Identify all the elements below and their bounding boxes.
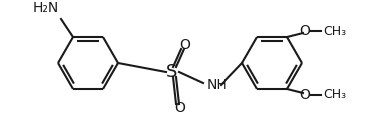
Text: O: O [300,88,310,102]
Text: O: O [175,101,186,115]
Text: O: O [300,24,310,38]
Text: NH: NH [207,78,228,92]
Text: S: S [166,63,178,81]
Text: H₂N: H₂N [33,1,59,15]
Text: O: O [180,38,190,52]
Text: CH₃: CH₃ [323,25,346,37]
Text: CH₃: CH₃ [323,88,346,102]
